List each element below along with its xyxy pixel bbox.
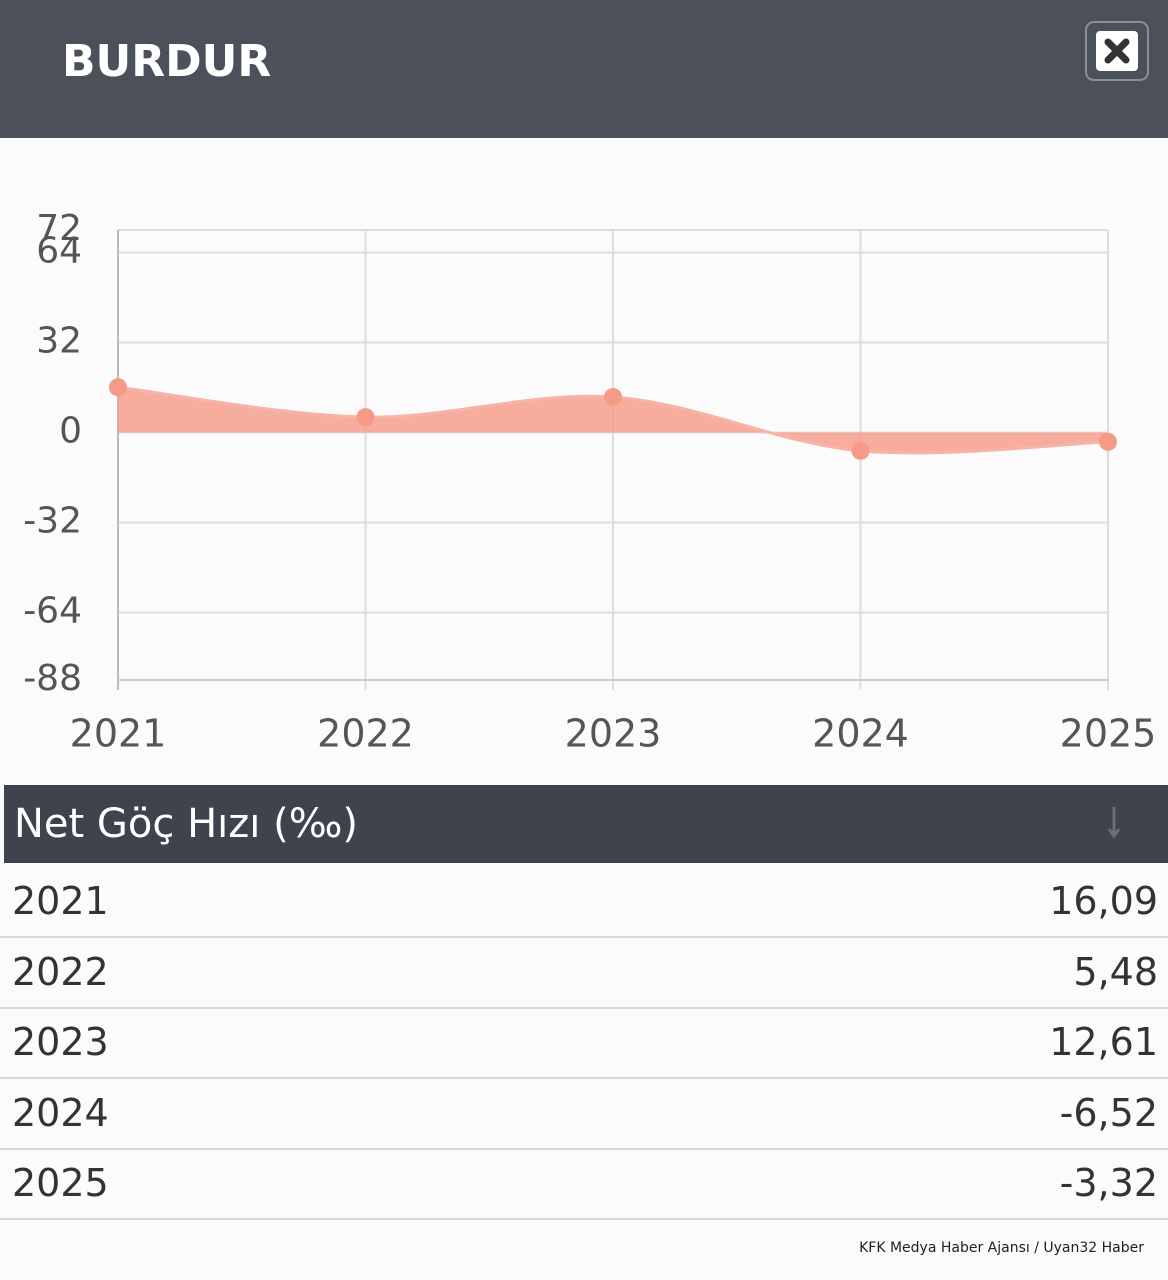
table-row: 2021 16,09	[0, 866, 1168, 938]
y-tick-label: 72	[36, 208, 82, 249]
column-header: Net Göç Hızı (‰)	[14, 801, 359, 847]
close-button[interactable]	[1084, 20, 1150, 82]
y-tick-label: 32	[36, 321, 82, 362]
value-cell: 12,61	[1049, 1020, 1158, 1064]
table-header: Net Göç Hızı (‰)	[4, 785, 1168, 863]
table-row: 2022 5,48	[0, 937, 1168, 1009]
credit: KFK Medya Haber Ajansı / Uyan32 Haber	[859, 1240, 1144, 1256]
year-cell: 2023	[12, 1020, 109, 1064]
point	[356, 408, 375, 427]
area	[118, 387, 1108, 453]
point	[109, 378, 127, 397]
panel-title: BURDUR	[62, 36, 272, 87]
value-cell: 16,09	[1049, 879, 1158, 923]
y-tick-label: -64	[23, 591, 82, 632]
y-tick-label: 64	[36, 231, 82, 272]
year-cell: 2021	[12, 879, 109, 923]
x-tick-label: 2022	[317, 712, 414, 756]
y-tick-label: -88	[23, 658, 82, 699]
year-cell: 2024	[12, 1090, 109, 1135]
table-row: 2025 -3,32	[0, 1148, 1168, 1220]
value-cell: -3,32	[1059, 1161, 1158, 1205]
x-tick-label: 2024	[812, 712, 909, 756]
table-row: 2023 12,61	[0, 1007, 1168, 1079]
point	[1099, 432, 1117, 451]
x-tick-label: 2021	[70, 712, 167, 756]
table-row: 2024 -6,52	[0, 1078, 1168, 1150]
sort-icon[interactable]	[1106, 805, 1122, 841]
point	[851, 441, 870, 460]
value-cell: -6,52	[1059, 1090, 1158, 1135]
header: BURDUR	[0, 0, 1168, 138]
x-tick-label: 2025	[1060, 712, 1157, 756]
year-cell: 2025	[12, 1161, 109, 1205]
point	[604, 388, 622, 407]
year-cell: 2022	[12, 949, 109, 994]
x-tick-label: 2023	[565, 712, 662, 756]
value-cell: 5,48	[1073, 949, 1158, 994]
y-tick-label: 0	[59, 411, 82, 452]
y-tick-label: -32	[23, 501, 82, 542]
